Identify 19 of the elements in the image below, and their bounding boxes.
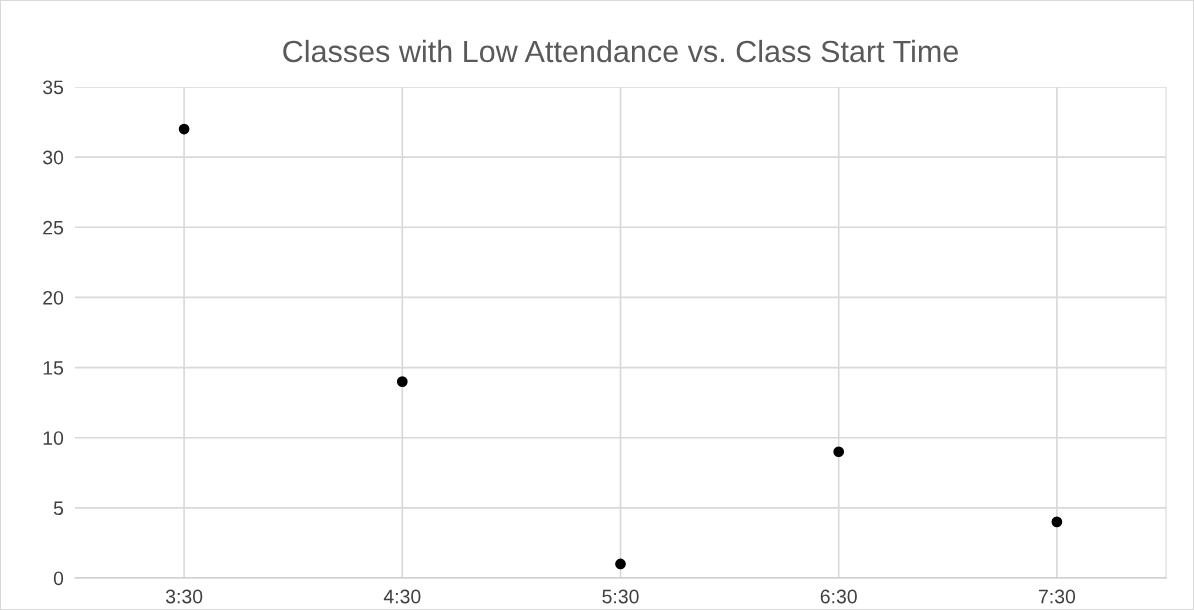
chart-title: Classes with Low Attendance vs. Class Start Time	[283, 39, 958, 63]
point	[1051, 516, 1063, 528]
y-tick-label: 20	[43, 290, 64, 305]
y-tick-label: 35	[43, 80, 64, 95]
y-tick-label: 25	[43, 220, 64, 235]
y-tick-label: 0	[53, 571, 64, 586]
y-tick-label: 10	[43, 431, 64, 445]
point	[396, 376, 408, 387]
x-tick-label: 7:30	[1038, 589, 1076, 604]
x-tick-label: 4:30	[383, 589, 421, 604]
y-tick-label: 5	[53, 501, 64, 516]
x-tick-label: 3:30	[165, 589, 203, 604]
point	[833, 446, 845, 458]
y-tick-label: 30	[43, 150, 64, 165]
point	[178, 123, 190, 135]
x-tick-label: 6:30	[820, 589, 857, 604]
x-tick-label: 5:30	[602, 589, 639, 604]
y-tick-label: 15	[43, 361, 64, 375]
point	[615, 558, 626, 570]
